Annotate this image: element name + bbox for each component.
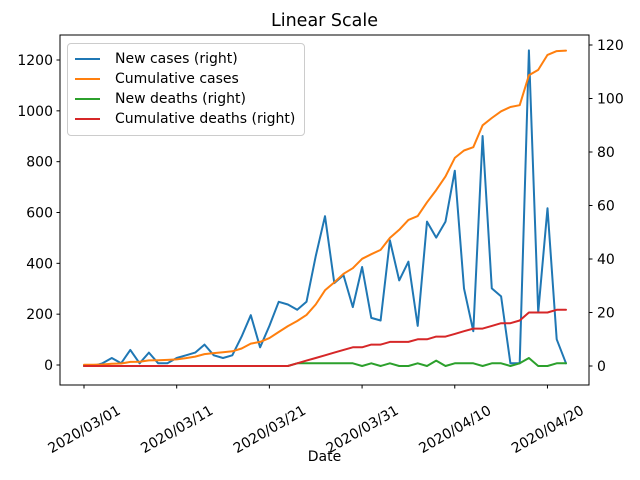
legend-line-swatch (75, 58, 100, 60)
right-tick-label: 100 (597, 92, 624, 108)
left-tick-label: 0 (44, 358, 53, 374)
x-axis-label: Date (307, 449, 342, 465)
right-tick-label: 60 (597, 199, 615, 215)
right-tick-label: 80 (597, 145, 615, 161)
legend-item: New cases (right) (68, 49, 295, 69)
left-tick-label: 1000 (17, 104, 53, 120)
left-tick-label: 200 (26, 307, 53, 323)
legend: New cases (right) Cumulative cases New dea… (67, 43, 306, 136)
legend-line-swatch (75, 98, 100, 100)
legend-line-swatch (75, 118, 100, 120)
right-tick-label: 120 (597, 38, 624, 54)
legend-label: New cases (right) (115, 51, 238, 67)
legend-line-swatch (75, 78, 100, 80)
series-line-cumulative-deaths-right (83, 308, 567, 367)
right-tick-label: 20 (597, 306, 615, 322)
legend-item: Cumulative deaths (right) (68, 109, 295, 129)
series-line-cumulative-cases (83, 49, 567, 366)
legend-label: Cumulative deaths (right) (115, 111, 296, 127)
left-tick-label: 1200 (17, 53, 53, 69)
series-line-new-cases-right (83, 49, 567, 367)
left-tick-label: 600 (26, 206, 53, 222)
left-tick-label: 400 (26, 256, 53, 272)
legend-item: Cumulative cases (68, 69, 295, 89)
right-tick-label: 0 (597, 359, 606, 375)
right-tick-label: 40 (597, 252, 615, 268)
axes-frame (59, 34, 590, 386)
legend-label: New deaths (right) (115, 91, 246, 107)
legend-label: Cumulative cases (115, 71, 239, 87)
legend-item: New deaths (right) (68, 89, 295, 109)
left-tick-label: 800 (26, 155, 53, 171)
chart-title: Linear Scale (270, 11, 379, 31)
